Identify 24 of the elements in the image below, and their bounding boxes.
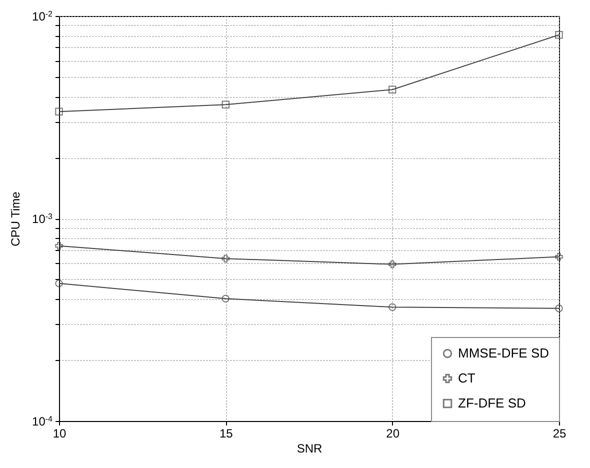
- point: [55, 280, 63, 288]
- legend-label: CT: [458, 370, 476, 386]
- point: [388, 86, 396, 94]
- x-tick-label: 25: [552, 426, 566, 440]
- point: [55, 108, 63, 116]
- point: [555, 252, 563, 261]
- x-tick-label: 15: [219, 426, 234, 440]
- y-axis-title: CPU Time: [8, 191, 22, 246]
- point: [55, 242, 63, 250]
- point: [388, 260, 396, 268]
- point: [222, 100, 230, 108]
- point: [388, 303, 396, 311]
- point: [222, 254, 230, 262]
- point: [555, 31, 563, 39]
- y-tick-label: 10$^{-4}$: [32, 414, 54, 428]
- x-tick-label: 10: [52, 426, 66, 440]
- y-tick-label: 10$^{-2}$: [32, 9, 54, 24]
- point: [222, 294, 230, 302]
- legend-label: MMSE-DFE SD: [458, 346, 549, 360]
- y-tick-label: 10$^{-3}$: [32, 212, 54, 226]
- x-tick-label: 20: [386, 426, 400, 440]
- point: [555, 304, 563, 312]
- x-axis-title: SNR: [296, 442, 322, 456]
- legend-label: ZF-DFE SD: [458, 396, 526, 410]
